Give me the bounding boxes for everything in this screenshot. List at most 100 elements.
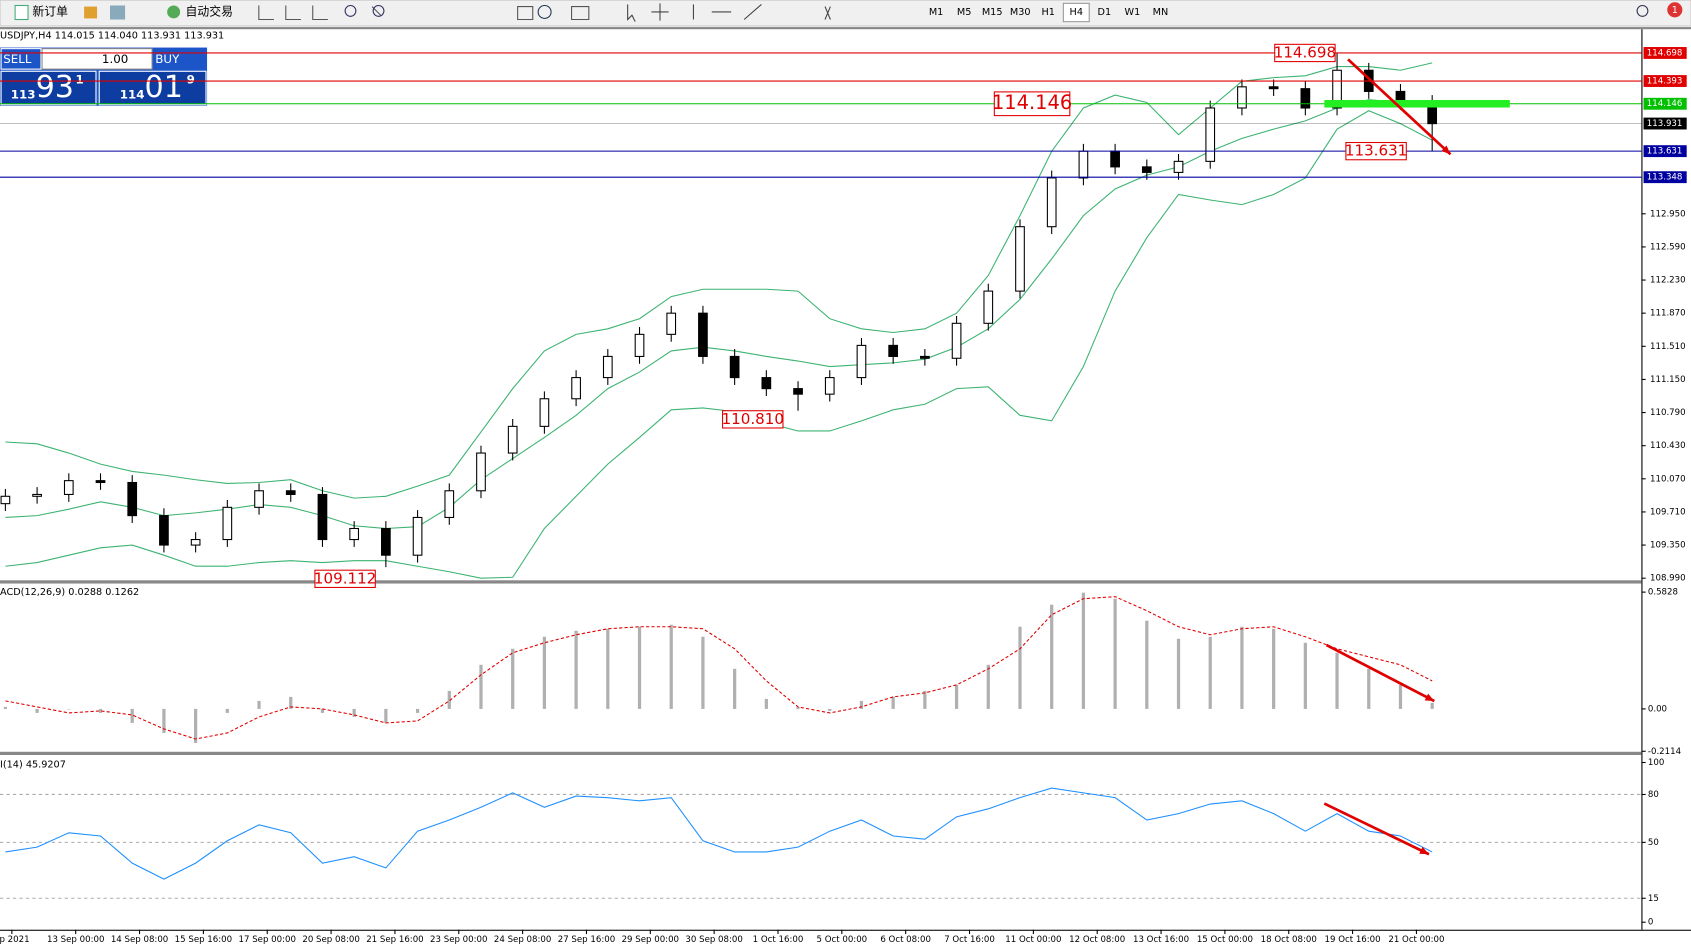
macd-bar [764,698,768,709]
level-label: 113.348 [1647,173,1683,183]
x-tick-label: 21 Oct 00:00 [1388,935,1444,945]
macd-bar [701,636,705,709]
y-tick-label: 15 [1648,894,1659,904]
notification-badge[interactable] [1667,2,1683,18]
sell-button[interactable] [0,48,42,70]
buy[interactable]: BUY [155,52,180,66]
candle-body [1078,150,1089,179]
tool-icon[interactable] [110,5,126,20]
macd-bar [1176,638,1181,709]
toolbar-icons[interactable] [258,5,590,21]
trend-arrow [1323,802,1430,856]
macd-bar [67,708,71,710]
y-tick-label: 109.350 [1650,541,1686,551]
bollinger-middle [5,99,1433,530]
macd-bar [828,708,832,711]
candle-body [571,377,581,400]
x-tick-label: 12 Oct 08:00 [1069,935,1125,945]
level-label: 114.146 [1647,99,1683,109]
lot[interactable]: 1.00 [102,52,128,66]
x-tick-label: 6 Oct 08:00 [880,935,931,945]
macd-bar [1113,598,1117,709]
macd-signal [5,596,1433,740]
x-tick-label: 13 Oct 16:00 [1133,935,1189,945]
candle-body [1237,86,1247,109]
candle-body [920,355,930,359]
x-tick-label: 24 Sep 08:00 [494,935,551,945]
y-tick-label: 50 [1648,838,1659,848]
candle-body [222,506,233,541]
search[interactable] [1636,4,1649,17]
auto-trading[interactable]: 自动交易 [185,4,232,18]
badge-count: 1 [1672,5,1678,16]
macd-bar [574,630,578,709]
candle-body [127,481,138,517]
macd-bar [1145,620,1149,709]
candle-body [32,493,42,497]
macd-bar [637,626,642,709]
candle-body [507,425,518,454]
macd-bar [891,696,895,709]
x-tick-label: 15 Sep 16:00 [175,935,232,945]
bollinger-upper [5,62,1433,499]
timeframe[interactable]: W1 [1124,7,1140,18]
timeframe[interactable]: M5 [957,7,972,18]
level-label-bg [1643,47,1687,59]
candle-body [602,355,613,379]
y-tick-label: 112.590 [1650,242,1686,252]
zoom-out[interactable] [372,4,385,17]
candle-body [476,452,486,492]
macd-bar [986,664,990,709]
toolbar-bg [0,0,1691,27]
annotation-box [722,410,784,429]
sell[interactable]: SELL [3,52,32,66]
macd-title: ACD(12,26,9) 0.0288 0.1262 [0,587,139,598]
drawing-tools[interactable] [627,3,831,22]
timeframe[interactable]: M30 [1010,7,1031,18]
x-tick-label: 30 Sep 08:00 [685,935,742,945]
timeframe[interactable]: H1 [1042,7,1055,18]
macd-bar [1430,702,1434,709]
tool-icon[interactable] [84,6,98,19]
candle-body [159,515,169,546]
macd-bar [669,624,673,709]
timeframe[interactable]: M15 [982,7,1003,18]
timeframe[interactable]: MN [1153,7,1169,18]
candle-body [666,312,677,335]
timeframe[interactable]: H4 [1070,7,1083,18]
x-tick-label: 27 Sep 16:00 [558,935,615,945]
candle-body [1268,86,1279,90]
auto-trading-icon[interactable] [167,5,181,19]
level-label-bg [1643,97,1687,110]
candle-body [381,527,391,556]
y-tick-label: 0.00 [1648,704,1667,714]
bollinger-lower [5,110,1433,579]
zoom-in[interactable] [344,4,357,17]
macd-bar [162,708,166,733]
bid-box[interactable] [0,70,97,106]
level-label: 113.931 [1647,119,1683,129]
lot-input[interactable] [41,48,153,70]
new-order[interactable]: 新订单 [32,4,68,18]
x-tick-label: 7 Oct 16:00 [944,935,995,945]
annotation-box [993,91,1071,117]
y-tick-label: 0 [1648,918,1653,928]
timeframe[interactable]: D1 [1098,7,1112,18]
macd-bar [479,664,483,709]
price-axis-border [1641,29,1643,930]
x-tick-label: 11 Oct 00:00 [1005,935,1061,945]
trade-panel: SELL 1.00 BUY 113 93 1 114 01 9 [0,47,208,106]
new-order-icon[interactable] [14,4,29,21]
candle-body [63,480,74,495]
period-icon[interactable] [537,4,552,19]
macd-bar [733,668,737,709]
macd-bar [257,700,261,709]
y-tick-label: 108.990 [1650,574,1686,584]
macd-bar [1208,636,1212,709]
ask-box[interactable] [98,70,207,106]
timeframe[interactable]: M1 [929,7,944,18]
candle-body [1300,88,1311,109]
macd-bar [1335,652,1339,709]
